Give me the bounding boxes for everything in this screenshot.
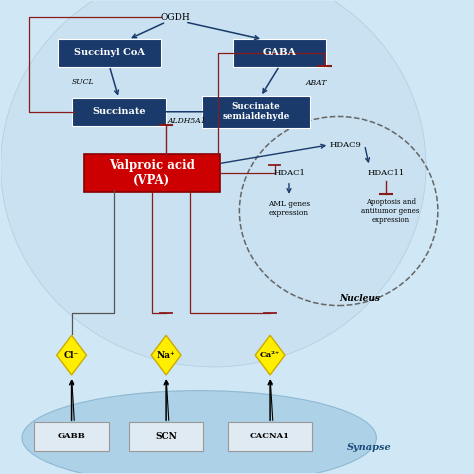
- FancyBboxPatch shape: [58, 38, 161, 67]
- FancyBboxPatch shape: [233, 38, 326, 67]
- Text: ABAT: ABAT: [306, 80, 327, 87]
- Polygon shape: [255, 335, 285, 375]
- Polygon shape: [151, 335, 181, 375]
- Ellipse shape: [0, 0, 426, 367]
- Text: HDAC11: HDAC11: [367, 169, 404, 177]
- Text: Na⁺: Na⁺: [157, 351, 175, 360]
- Text: Apoptosis and
antitumor genes
expression: Apoptosis and antitumor genes expression: [361, 198, 420, 224]
- FancyBboxPatch shape: [84, 155, 220, 192]
- Text: SCN: SCN: [155, 432, 177, 441]
- Ellipse shape: [22, 391, 376, 474]
- Text: CACNA1: CACNA1: [250, 432, 290, 440]
- FancyBboxPatch shape: [228, 422, 312, 451]
- Text: GABB: GABB: [58, 432, 85, 440]
- Text: AML genes
expression: AML genes expression: [268, 200, 310, 217]
- Text: Succinate: Succinate: [92, 107, 146, 116]
- Text: SUCL: SUCL: [72, 79, 95, 86]
- Text: Ca²⁺: Ca²⁺: [260, 351, 280, 359]
- Text: OGDH: OGDH: [161, 13, 191, 22]
- FancyBboxPatch shape: [129, 422, 203, 451]
- Text: Succinate
semialdehyde: Succinate semialdehyde: [222, 102, 290, 121]
- Text: Cl⁻: Cl⁻: [64, 351, 79, 360]
- FancyBboxPatch shape: [72, 98, 165, 126]
- FancyBboxPatch shape: [34, 422, 109, 451]
- Text: Valproic acid
(VPA): Valproic acid (VPA): [109, 159, 195, 187]
- Text: HDAC9: HDAC9: [330, 141, 362, 149]
- Text: Succinyl CoA: Succinyl CoA: [74, 48, 145, 57]
- Text: HDAC1: HDAC1: [273, 169, 305, 177]
- Polygon shape: [57, 335, 86, 375]
- Text: Nucleus: Nucleus: [339, 294, 380, 303]
- FancyBboxPatch shape: [202, 96, 310, 128]
- Text: Synapse: Synapse: [347, 443, 392, 452]
- Text: ALDH5A1: ALDH5A1: [168, 117, 207, 125]
- Text: GABA: GABA: [263, 48, 296, 57]
